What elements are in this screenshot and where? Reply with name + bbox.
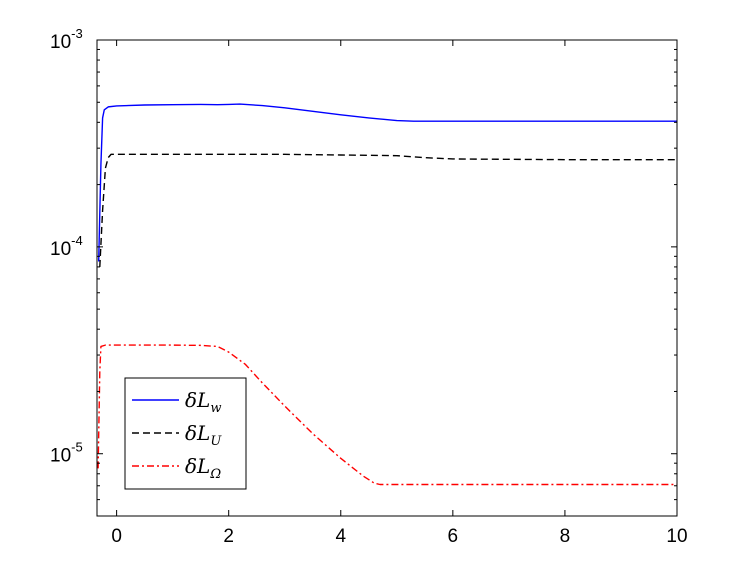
y-tick-label: 10-5	[50, 440, 83, 467]
y-tick-label: 10-3	[50, 26, 83, 53]
y-tick-label: 10-4	[50, 233, 83, 260]
plot-area-border	[96, 39, 678, 517]
x-tick-label: 10	[666, 526, 687, 547]
legend-label-1: δLw	[185, 388, 221, 416]
series-line-2	[99, 153, 677, 267]
x-tick-label: 2	[223, 526, 234, 547]
series-line-1	[97, 103, 677, 262]
x-tick-label: 6	[448, 526, 459, 547]
x-tick-label: 8	[560, 526, 571, 547]
tick-layer: 0 2 4 6 8 10 10-3 10-4 10-5	[50, 26, 688, 547]
legend-label-2: δLU	[185, 421, 222, 449]
x-tick-label: 0	[111, 526, 122, 547]
legend-label-3: δLΩ	[185, 454, 221, 482]
series-line-3	[97, 344, 677, 486]
legend: δLw δLU δLΩ	[124, 377, 247, 490]
x-tick-label: 4	[335, 526, 346, 547]
series-layer	[97, 103, 677, 486]
